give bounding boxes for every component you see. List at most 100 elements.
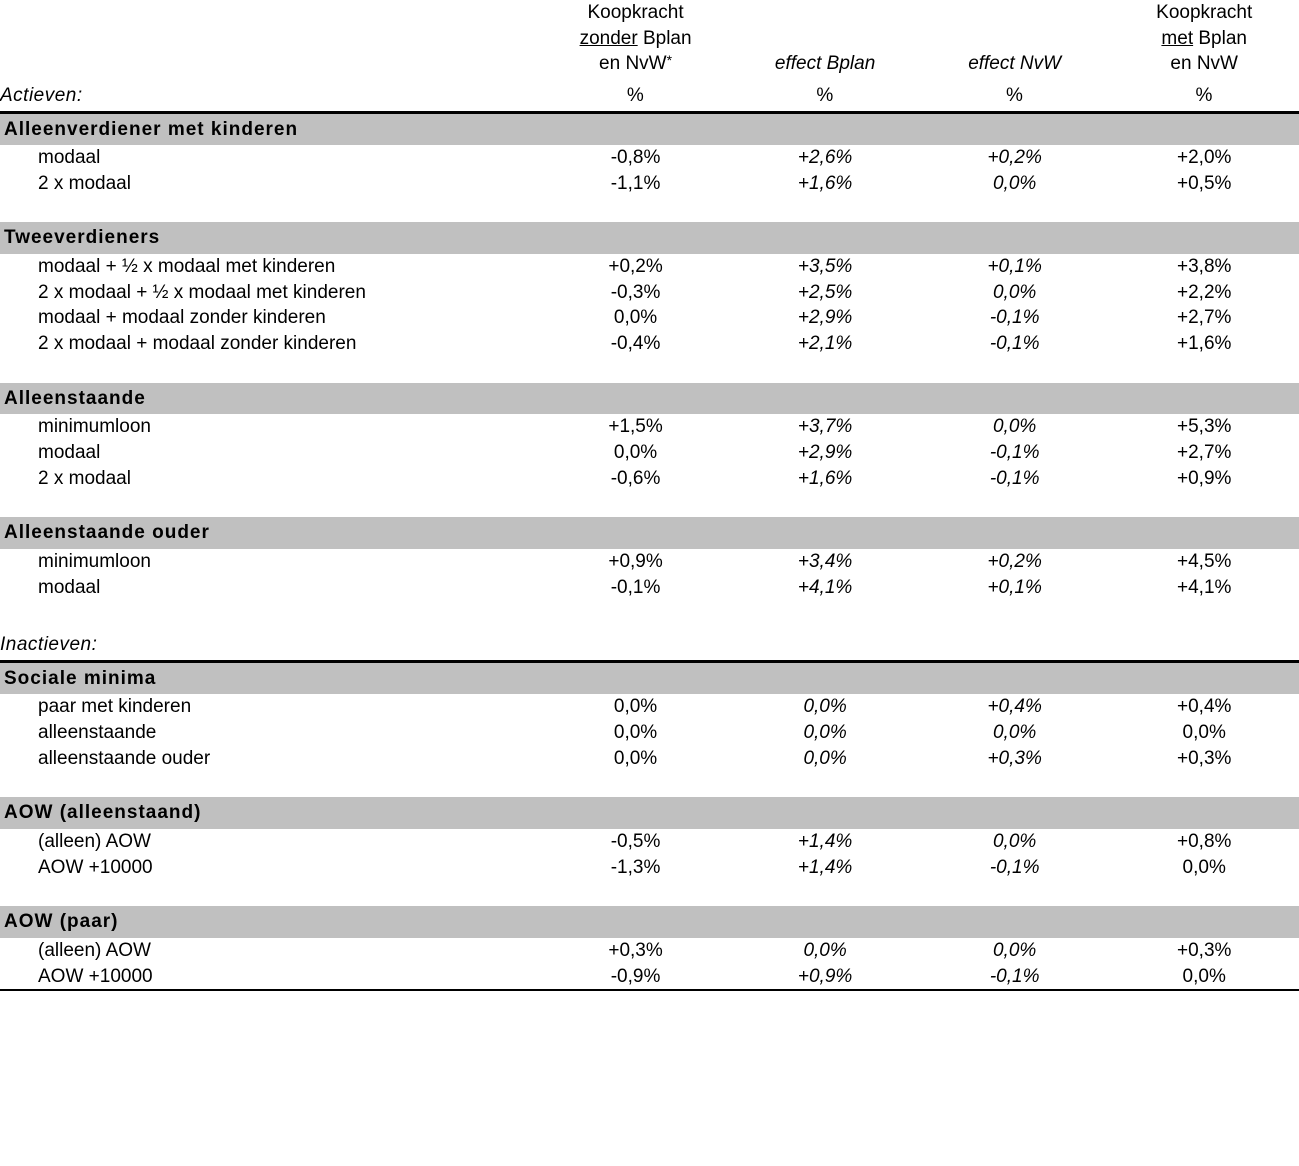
group-header: Alleenverdiener met kinderen: [0, 112, 1299, 145]
row-val: +2,6%: [730, 145, 920, 171]
hdr-col4-line3: en NvW: [1109, 51, 1299, 77]
row-val: -0,1%: [541, 575, 731, 601]
table-row: modaal + modaal zonder kinderen 0,0% +2,…: [0, 305, 1299, 331]
row-val: +4,1%: [1109, 575, 1299, 601]
hdr-col4-line2: met Bplan: [1109, 26, 1299, 52]
row-val: -0,1%: [920, 305, 1110, 331]
row-val: +0,3%: [541, 938, 731, 964]
row-val: +2,0%: [1109, 145, 1299, 171]
section-inactieven: Inactieven:: [0, 626, 1299, 661]
row-val: -0,9%: [541, 964, 731, 991]
group-header: AOW (alleenstaand): [0, 797, 1299, 829]
row-label: (alleen) AOW: [0, 938, 541, 964]
row-val: +2,5%: [730, 280, 920, 306]
row-val: +5,3%: [1109, 414, 1299, 440]
row-val: +3,8%: [1109, 254, 1299, 280]
row-val: +0,9%: [1109, 466, 1299, 492]
row-val: 0,0%: [920, 171, 1110, 197]
row-label: AOW +10000: [0, 964, 541, 991]
row-val: 0,0%: [920, 414, 1110, 440]
row-val: 0,0%: [920, 938, 1110, 964]
row-label: 2 x modaal: [0, 171, 541, 197]
row-label: 2 x modaal + ½ x modaal met kinderen: [0, 280, 541, 306]
row-val: +2,2%: [1109, 280, 1299, 306]
row-label: 2 x modaal: [0, 466, 541, 492]
row-val: 0,0%: [541, 305, 731, 331]
row-val: -1,3%: [541, 855, 731, 881]
row-val: +0,1%: [920, 254, 1110, 280]
table-row: modaal + ½ x modaal met kinderen +0,2% +…: [0, 254, 1299, 280]
group-header: Alleenstaande ouder: [0, 517, 1299, 549]
row-val: -0,8%: [541, 145, 731, 171]
table-row: alleenstaande 0,0% 0,0% 0,0% 0,0%: [0, 720, 1299, 746]
table-row: modaal 0,0% +2,9% -0,1% +2,7%: [0, 440, 1299, 466]
header-row-2: zonder Bplan met Bplan: [0, 26, 1299, 52]
group-header: Alleenstaande: [0, 383, 1299, 415]
row-val: 0,0%: [730, 694, 920, 720]
row-val: -0,1%: [920, 964, 1110, 991]
koopkracht-table: Koopkracht Koopkracht zonder Bplan met B…: [0, 0, 1299, 991]
row-val: +2,9%: [730, 305, 920, 331]
row-val: +0,8%: [1109, 829, 1299, 855]
row-val: -0,1%: [920, 855, 1110, 881]
row-val: 0,0%: [541, 746, 731, 772]
row-val: 0,0%: [1109, 964, 1299, 991]
spacer: [0, 196, 1299, 222]
row-val: +3,7%: [730, 414, 920, 440]
hdr-col4-line1: Koopkracht: [1109, 0, 1299, 26]
section-actieven: Actieven: % % % %: [0, 77, 1299, 112]
group-header: AOW (paar): [0, 906, 1299, 938]
header-row-1: Koopkracht Koopkracht: [0, 0, 1299, 26]
row-val: -0,1%: [920, 331, 1110, 357]
table-row: (alleen) AOW +0,3% 0,0% 0,0% +0,3%: [0, 938, 1299, 964]
row-val: +0,9%: [541, 549, 731, 575]
row-val: -0,3%: [541, 280, 731, 306]
row-label: AOW +10000: [0, 855, 541, 881]
spacer: [0, 357, 1299, 383]
row-val: +0,3%: [920, 746, 1110, 772]
section-actieven-label: Actieven:: [0, 77, 541, 112]
row-label: 2 x modaal + modaal zonder kinderen: [0, 331, 541, 357]
row-val: 0,0%: [730, 746, 920, 772]
row-label: modaal: [0, 440, 541, 466]
row-label: modaal: [0, 575, 541, 601]
row-val: +0,3%: [1109, 938, 1299, 964]
row-label: paar met kinderen: [0, 694, 541, 720]
row-label: modaal + modaal zonder kinderen: [0, 305, 541, 331]
row-val: 0,0%: [920, 720, 1110, 746]
row-val: -0,5%: [541, 829, 731, 855]
spacer: [0, 600, 1299, 626]
spacer: [0, 771, 1299, 797]
row-val: +1,6%: [730, 171, 920, 197]
table-row: AOW +10000 -0,9% +0,9% -0,1% 0,0%: [0, 964, 1299, 991]
row-val: 0,0%: [541, 440, 731, 466]
table-row: 2 x modaal -0,6% +1,6% -0,1% +0,9%: [0, 466, 1299, 492]
section-inactieven-label: Inactieven:: [0, 626, 1299, 661]
unit-col4: %: [1109, 77, 1299, 112]
table-row: 2 x modaal + modaal zonder kinderen -0,4…: [0, 331, 1299, 357]
unit-col2: %: [730, 77, 920, 112]
row-val: 0,0%: [1109, 855, 1299, 881]
row-val: +0,1%: [920, 575, 1110, 601]
row-val: +4,5%: [1109, 549, 1299, 575]
spacer: [0, 880, 1299, 906]
row-val: -0,1%: [920, 466, 1110, 492]
hdr-col2: effect Bplan: [730, 51, 920, 77]
row-val: +3,5%: [730, 254, 920, 280]
row-val: +1,4%: [730, 829, 920, 855]
table-row: 2 x modaal -1,1% +1,6% 0,0% +0,5%: [0, 171, 1299, 197]
row-val: +2,7%: [1109, 305, 1299, 331]
row-val: 0,0%: [920, 280, 1110, 306]
table-row: 2 x modaal + ½ x modaal met kinderen -0,…: [0, 280, 1299, 306]
row-val: 0,0%: [541, 694, 731, 720]
row-val: +0,2%: [541, 254, 731, 280]
row-val: +0,4%: [920, 694, 1110, 720]
row-val: +1,5%: [541, 414, 731, 440]
row-val: 0,0%: [730, 720, 920, 746]
group-header: Sociale minima: [0, 661, 1299, 694]
row-val: +0,4%: [1109, 694, 1299, 720]
spacer: [0, 491, 1299, 517]
row-val: +0,3%: [1109, 746, 1299, 772]
hdr-col1-line1: Koopkracht: [541, 0, 731, 26]
row-val: -0,4%: [541, 331, 731, 357]
